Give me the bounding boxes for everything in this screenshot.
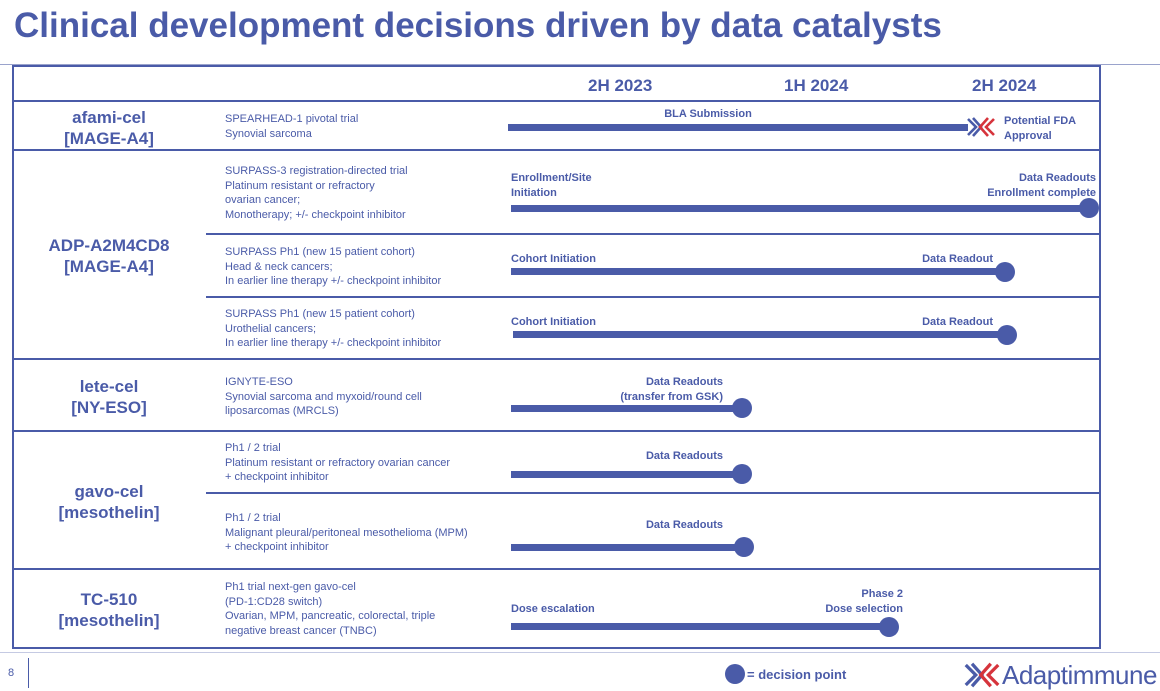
trial-description: SURPASS Ph1 (new 15 patient cohort) Head … (225, 246, 442, 287)
timeline-bar (511, 205, 1089, 212)
footer-rule (0, 652, 1160, 653)
decision-point (997, 325, 1017, 345)
timeline-bar (511, 268, 1005, 275)
drug-name: afami-cel [MAGE-A4] (64, 108, 154, 148)
timeline-bar (508, 124, 968, 131)
trial-description: SURPASS Ph1 (new 15 patient cohort) Uroth… (225, 308, 442, 349)
milestone-label: Dose escalation (511, 603, 595, 615)
trial-description: Ph1 / 2 trial Malignant pleural/peritonea… (225, 512, 468, 553)
trial-description: Ph1 trial next-gen gavo-cel (PD-1:CD28 sw… (225, 581, 436, 637)
decision-point-legend-icon (725, 664, 745, 684)
milestone-label: Data Readouts Enrollment complete (987, 172, 1096, 199)
milestone-label: Data Readouts (transfer from GSK) (620, 376, 723, 403)
drug-name: ADP-A2M4CD8 [MAGE-A4] (48, 236, 170, 276)
drug-name: gavo-cel [mesothelin] (58, 482, 160, 522)
column-header-2h-2024: 2H 2024 (972, 76, 1037, 95)
timeline-table (12, 65, 1101, 649)
page-title: Clinical development decisions driven by… (14, 6, 942, 45)
column-header-1h-2024: 1H 2024 (784, 76, 849, 95)
page-number: 8 (8, 667, 15, 679)
row-divider (14, 358, 1099, 360)
drug-name: lete-cel [NY-ESO] (71, 377, 147, 417)
decision-point (879, 617, 899, 637)
title-rule (0, 64, 1160, 65)
timeline-bar (511, 405, 743, 412)
adaptimmune-logo-icon (967, 117, 995, 137)
milestone-label: BLA Submission (664, 108, 752, 120)
adaptimmune-logo-icon (964, 662, 1000, 688)
sub-row-divider (206, 296, 1099, 298)
trial-description: SPEARHEAD-1 pivotal trial Synovial sarcom… (225, 113, 359, 140)
milestone-label: Cohort Initiation (511, 316, 596, 328)
milestone-label: Data Readouts (645, 450, 723, 462)
row-divider (14, 430, 1099, 432)
timeline-bar (511, 623, 889, 630)
footer-divider (28, 658, 29, 688)
milestone-label: Data Readout (922, 253, 993, 265)
milestone-label: Data Readouts (645, 519, 723, 531)
row-divider (14, 149, 1099, 151)
milestone-label: Cohort Initiation (511, 253, 596, 265)
row-divider (14, 568, 1099, 570)
brand-name: Adaptimmune (1002, 660, 1157, 690)
milestone-label: Potential FDA Approval (1004, 115, 1077, 142)
drug-name: TC-510 [mesothelin] (58, 590, 160, 630)
decision-point (732, 464, 752, 484)
timeline-bar (511, 544, 743, 551)
timeline-bar (511, 471, 743, 478)
milestone-label: Enrollment/Site Initiation (511, 172, 592, 199)
trial-description: SURPASS-3 registration-directed trial Pla… (225, 165, 408, 221)
timeline-bar (513, 331, 1007, 338)
sub-row-divider (206, 233, 1099, 235)
trial-description: IGNYTE-ESO Synovial sarcoma and myxoid/ro… (225, 376, 422, 417)
milestone-label: Phase 2 Dose selection (825, 588, 903, 615)
milestone-label: Data Readout (922, 316, 993, 328)
legend-label: = decision point (747, 667, 847, 682)
decision-point (734, 537, 754, 557)
trial-description: Ph1 / 2 trial Platinum resistant or refra… (225, 442, 450, 483)
row-divider (14, 100, 1099, 102)
decision-point (1079, 198, 1099, 218)
sub-row-divider (206, 492, 1099, 494)
decision-point (995, 262, 1015, 282)
decision-point (732, 398, 752, 418)
column-header-2h-2023: 2H 2023 (588, 76, 653, 95)
